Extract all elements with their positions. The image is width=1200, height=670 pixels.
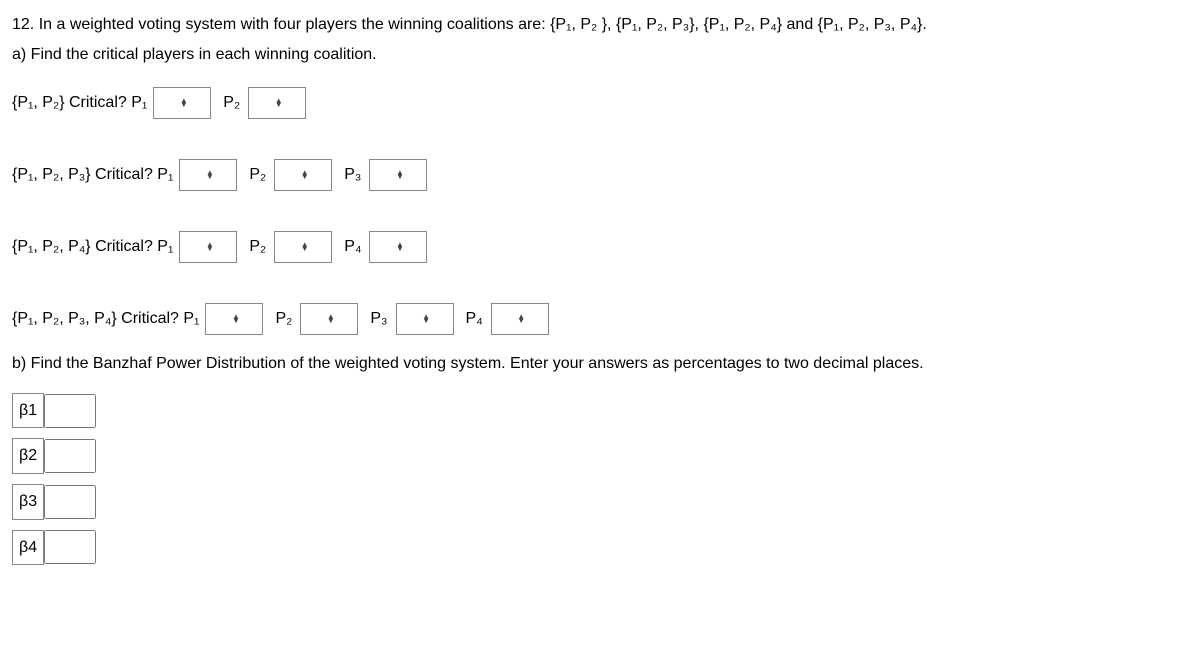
p4-critical-select-c4[interactable] — [491, 303, 549, 335]
beta3-label: β3 — [12, 484, 44, 520]
p3-critical-select-c4[interactable] — [396, 303, 454, 335]
p4-label-c3: P₄ — [344, 234, 361, 260]
p2-label-c2: P₂ — [249, 162, 266, 188]
part-b-text: b) Find the Banzhaf Power Distribution o… — [12, 351, 1188, 377]
coalition-row-4: {P₁, P₂, P₃, P₄} Critical? P₁ P₂ P₃ P₄ — [12, 303, 1188, 335]
dropdown-icon — [327, 315, 335, 323]
p4-critical-select-c3[interactable] — [369, 231, 427, 263]
dropdown-icon — [232, 315, 240, 323]
p2-label-c3: P₂ — [249, 234, 266, 260]
p2-critical-select-c2[interactable] — [274, 159, 332, 191]
dropdown-icon — [206, 171, 214, 179]
dropdown-icon — [301, 243, 309, 251]
dropdown-icon — [396, 171, 404, 179]
p2-critical-select-c4[interactable] — [300, 303, 358, 335]
dropdown-icon — [422, 315, 430, 323]
coalition-row-1: {P₁, P₂} Critical? P₁ P₂ — [12, 87, 1188, 119]
p3-label-c4: P₃ — [370, 306, 387, 332]
p2-label-c4: P₂ — [275, 306, 292, 332]
coalition-1-label: {P₁, P₂} Critical? P₁ — [12, 90, 147, 116]
beta2-input[interactable] — [44, 439, 96, 473]
dropdown-icon — [275, 99, 283, 107]
p1-critical-select-c2[interactable] — [179, 159, 237, 191]
coalition-4-label: {P₁, P₂, P₃, P₄} Critical? P₁ — [12, 306, 199, 332]
beta4-input[interactable] — [44, 530, 96, 564]
coalition-2-label: {P₁, P₂, P₃} Critical? P₁ — [12, 162, 173, 188]
p2-critical-select-c3[interactable] — [274, 231, 332, 263]
p3-critical-select-c2[interactable] — [369, 159, 427, 191]
p1-critical-select-c3[interactable] — [179, 231, 237, 263]
dropdown-icon — [396, 243, 404, 251]
p3-label-c2: P₃ — [344, 162, 361, 188]
p1-critical-select-c4[interactable] — [205, 303, 263, 335]
part-a-text: a) Find the critical players in each win… — [12, 42, 1188, 68]
p2-critical-select-c1[interactable] — [248, 87, 306, 119]
coalition-3-label: {P₁, P₂, P₄} Critical? P₁ — [12, 234, 173, 260]
question-text-content: In a weighted voting system with four pl… — [39, 16, 927, 33]
beta1-input[interactable] — [44, 394, 96, 428]
beta-row-3: β3 — [12, 484, 1188, 520]
beta2-label: β2 — [12, 438, 44, 474]
beta4-label: β4 — [12, 530, 44, 566]
dropdown-icon — [517, 315, 525, 323]
p1-critical-select-c1[interactable] — [153, 87, 211, 119]
dropdown-icon — [180, 99, 188, 107]
dropdown-icon — [301, 171, 309, 179]
beta1-label: β1 — [12, 393, 44, 429]
coalition-row-2: {P₁, P₂, P₃} Critical? P₁ P₂ P₃ — [12, 159, 1188, 191]
question-intro: 12. In a weighted voting system with fou… — [12, 12, 1188, 38]
beta-row-2: β2 — [12, 438, 1188, 474]
beta-row-4: β4 — [12, 530, 1188, 566]
beta3-input[interactable] — [44, 485, 96, 519]
dropdown-icon — [206, 243, 214, 251]
p4-label-c4: P₄ — [466, 306, 483, 332]
p2-label-c1: P₂ — [223, 90, 240, 116]
question-number: 12. — [12, 16, 34, 33]
coalition-row-3: {P₁, P₂, P₄} Critical? P₁ P₂ P₄ — [12, 231, 1188, 263]
beta-row-1: β1 — [12, 393, 1188, 429]
